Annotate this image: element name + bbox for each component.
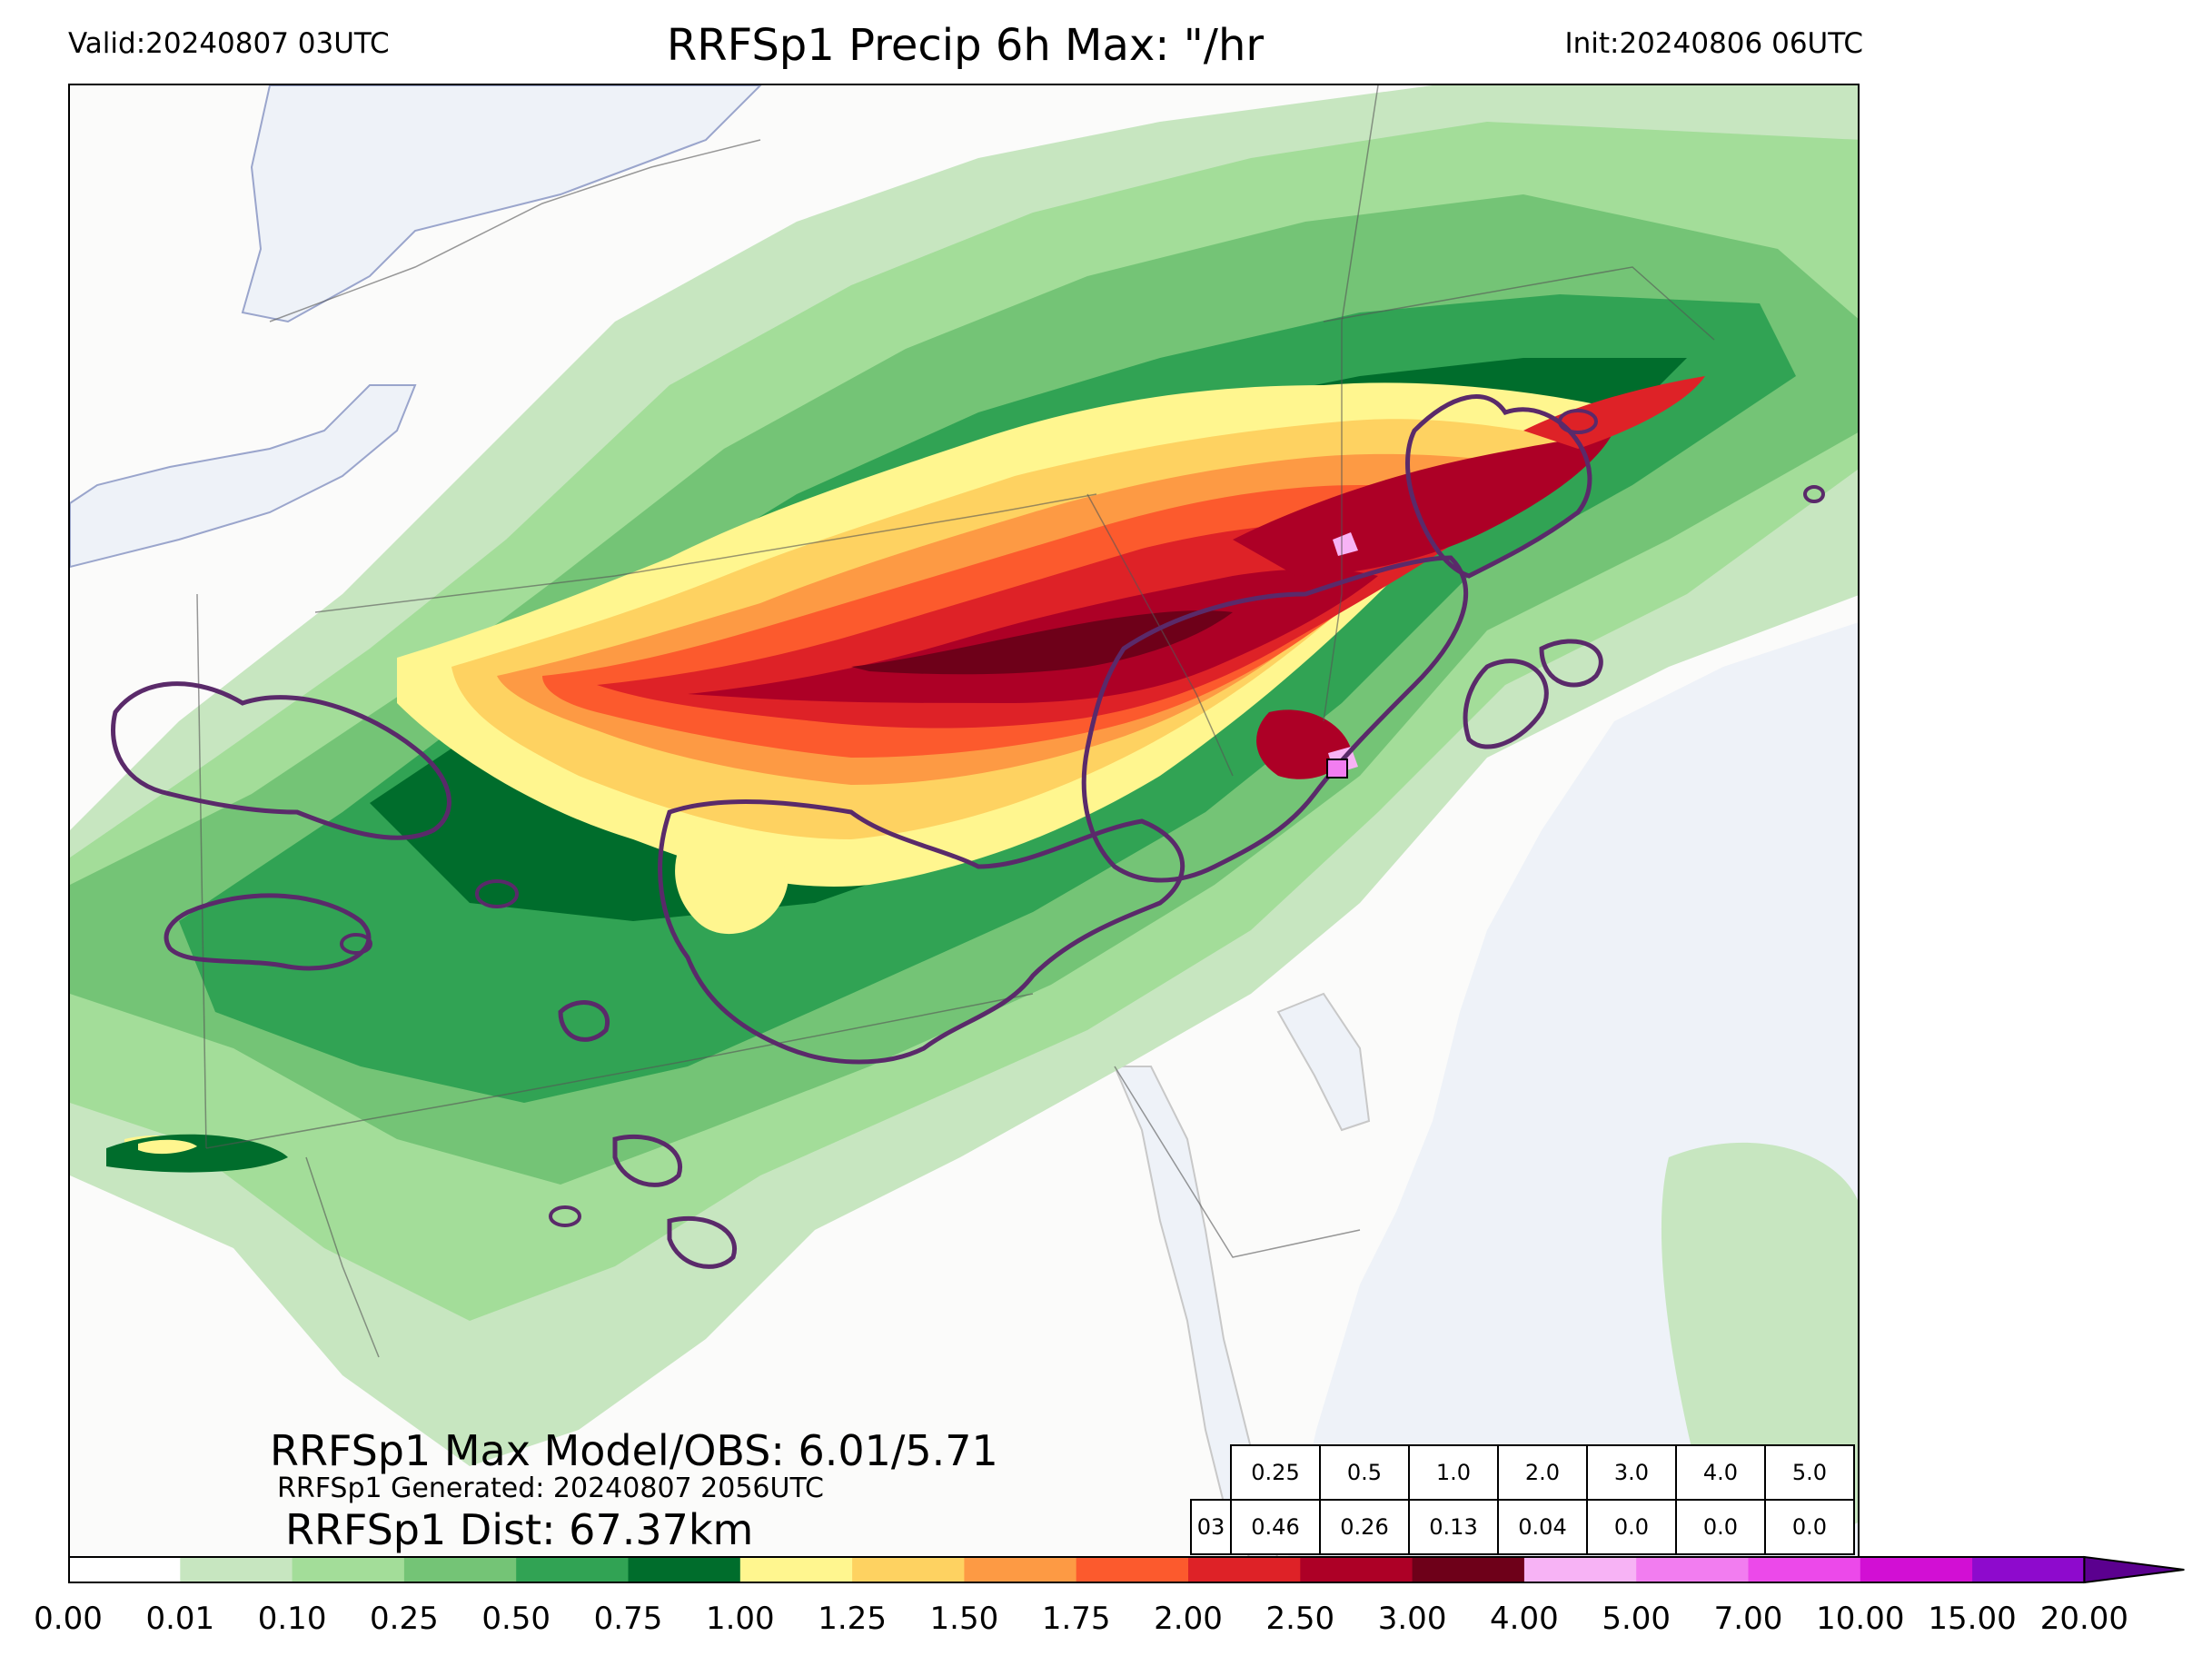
colorbar-segment (1860, 1557, 1973, 1582)
distance-label: RRFSp1 Dist: 67.37km (285, 1505, 754, 1554)
precip-swath (70, 85, 1858, 1539)
colorbar-tick-label: 0.10 (257, 1601, 327, 1637)
valid-time-label: Valid:20240807 03UTC (68, 27, 390, 60)
threshold-header-cell: 4.0 (1675, 1444, 1766, 1501)
colorbar-segment (1300, 1557, 1413, 1582)
colorbar-segment (1636, 1557, 1749, 1582)
colorbar-tick-label: 10.00 (1816, 1601, 1905, 1637)
colorbar-segment (1076, 1557, 1189, 1582)
colorbar-segment (1188, 1557, 1301, 1582)
threshold-header-cell: 0.5 (1319, 1444, 1410, 1501)
threshold-header-cell: 2.0 (1497, 1444, 1588, 1501)
obs-max-marker (1326, 759, 1348, 778)
colorbar-segment (739, 1557, 853, 1582)
colorbar-tick-label: 0.25 (370, 1601, 439, 1637)
colorbar-segment (1412, 1557, 1525, 1582)
colorbar-segment (1523, 1557, 1637, 1582)
colorbar-tick-label: 0.50 (481, 1601, 551, 1637)
chart-title: RRFSp1 Precip 6h Max: "/hr (666, 20, 1265, 71)
lake-ontario (241, 85, 762, 323)
colorbar (68, 1555, 2185, 1584)
colorbar-segment (403, 1557, 517, 1582)
obs-cells (340, 409, 1825, 1227)
precip-map: RRFSp1 Max Model/OBS: 6.01/5.71 RRFSp1 G… (68, 84, 1860, 1559)
colorbar-tick-label: 7.00 (1713, 1601, 1783, 1637)
colorbar-tick-label: 0.01 (145, 1601, 215, 1637)
delaware-bay (1276, 992, 1371, 1132)
threshold-value-cell: 0.04 (1497, 1499, 1588, 1555)
row-label-cell: 03 (1190, 1499, 1232, 1555)
colorbar-tick-label: 2.50 (1265, 1601, 1335, 1637)
colorbar-segment (852, 1557, 965, 1582)
colorbar-segment (1748, 1557, 1861, 1582)
colorbar-segment (180, 1557, 293, 1582)
threshold-table: 0.25 0.5 1.0 2.0 3.0 4.0 5.0 03 0.46 0.26 0.13 0.04… (1190, 1444, 1860, 1559)
threshold-value-cell: 0.13 (1408, 1499, 1499, 1555)
colorbar-tick-label: 1.75 (1041, 1601, 1111, 1637)
threshold-header-cell: 0.25 (1230, 1444, 1321, 1501)
obs-contour (111, 394, 1603, 1269)
colorbar-tick-label: 15.00 (1928, 1601, 2017, 1637)
colorbar-tick-label: 0.00 (34, 1601, 103, 1637)
colorbar-tick-label: 3.00 (1377, 1601, 1447, 1637)
generated-time-label: RRFSp1 Generated: 20240807 2056UTC (277, 1473, 824, 1504)
lake-erie (70, 384, 417, 569)
colorbar-segment (964, 1557, 1077, 1582)
max-model-obs-label: RRFSp1 Max Model/OBS: 6.01/5.71 (270, 1426, 998, 1475)
threshold-value-cell: 0.0 (1675, 1499, 1766, 1555)
colorbar-tick-label: 20.00 (2039, 1601, 2129, 1637)
colorbar-segment (292, 1557, 405, 1582)
chesapeake-bay (1113, 1066, 1279, 1557)
colorbar-extend-arrow (2083, 1555, 2185, 1584)
colorbar-tick-label: 1.00 (705, 1601, 775, 1637)
colorbar-segment (1972, 1557, 2085, 1582)
colorbar-segment (68, 1557, 181, 1582)
threshold-value-cell: 0.26 (1319, 1499, 1410, 1555)
state-boundaries (196, 85, 1715, 1358)
colorbar-tick-label: 1.50 (929, 1601, 999, 1637)
colorbar-tick-label: 0.75 (593, 1601, 663, 1637)
map-canvas (70, 85, 1858, 1557)
colorbar-frame (68, 1556, 2086, 1583)
colorbar-tick-label: 1.25 (818, 1601, 887, 1637)
threshold-header-cell: 1.0 (1408, 1444, 1499, 1501)
threshold-header-cell: 5.0 (1764, 1444, 1855, 1501)
threshold-value-cell: 0.0 (1586, 1499, 1677, 1555)
threshold-value-cell: 0.46 (1230, 1499, 1321, 1555)
threshold-header-cell: 3.0 (1586, 1444, 1677, 1501)
colorbar-segment (628, 1557, 741, 1582)
colorbar-segment (516, 1557, 629, 1582)
colorbar-tick-label: 4.00 (1490, 1601, 1559, 1637)
threshold-value-cell: 0.0 (1764, 1499, 1855, 1555)
init-time-label: Init:20240806 06UTC (1564, 27, 1863, 60)
colorbar-tick-label: 5.00 (1602, 1601, 1671, 1637)
colorbar-tick-label: 2.00 (1154, 1601, 1223, 1637)
